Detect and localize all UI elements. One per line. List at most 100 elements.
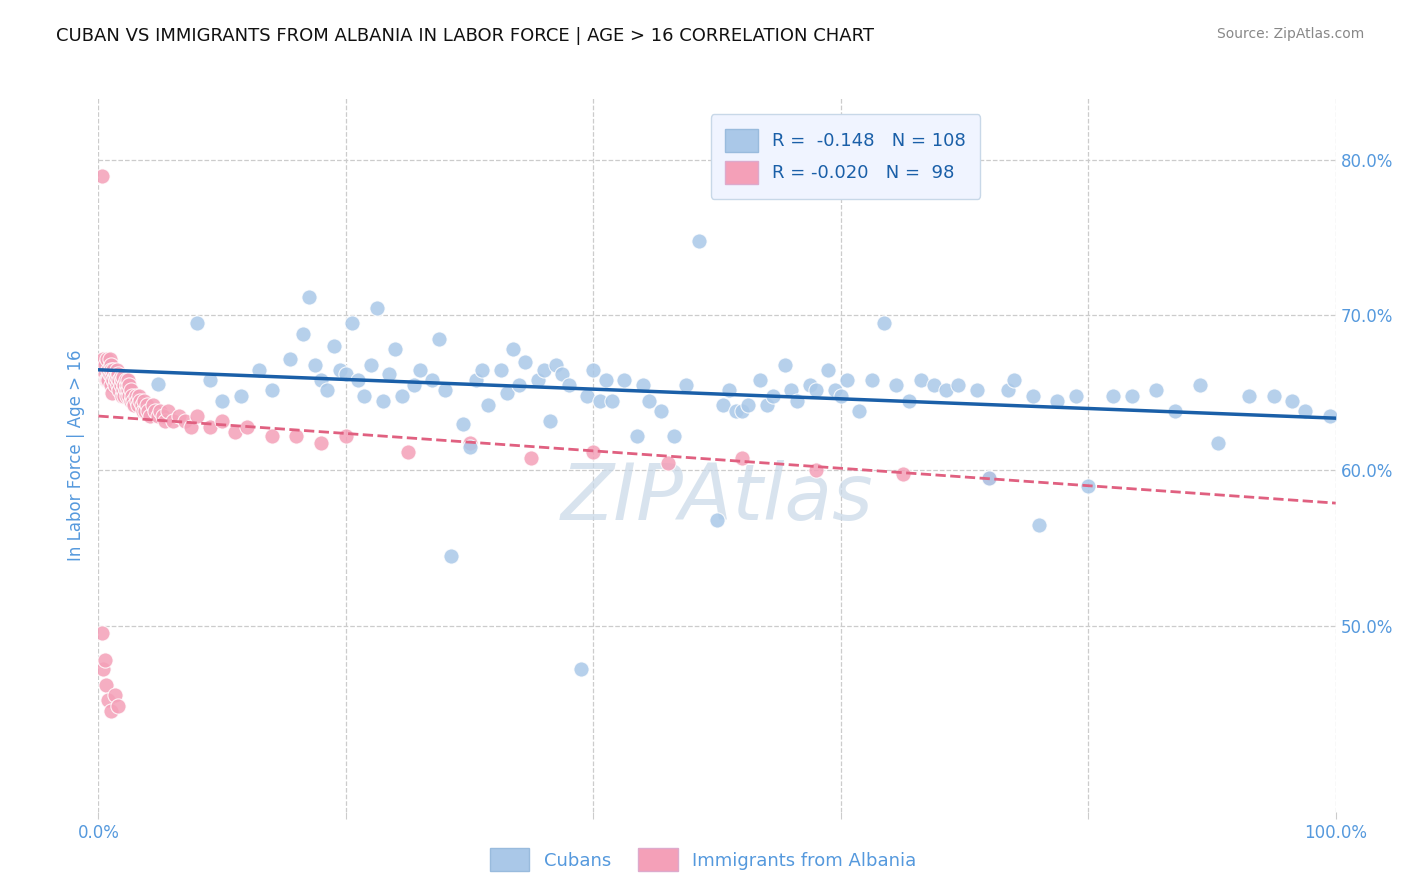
Point [131, 398, 153, 412]
Point [149, 404, 172, 418]
Point [110, 378, 132, 392]
Point [139, 409, 162, 424]
Point [93, 351, 115, 366]
Point [174, 414, 197, 428]
Point [582, 445, 605, 459]
Point [979, 471, 1001, 485]
Point [127, 398, 149, 412]
Legend: R =  -0.148   N = 108, R = -0.020   N =  98: R = -0.148 N = 108, R = -0.020 N = 98 [710, 114, 980, 199]
Point [104, 374, 127, 388]
Point [124, 398, 146, 412]
Point [422, 374, 444, 388]
Point [427, 332, 450, 346]
Point [515, 355, 537, 369]
Point [477, 398, 499, 412]
Point [1077, 479, 1099, 493]
Point [96, 374, 118, 388]
Point [538, 414, 561, 428]
Point [162, 414, 184, 428]
Point [156, 404, 179, 418]
Point [569, 662, 592, 676]
Point [1319, 409, 1341, 424]
Point [804, 463, 827, 477]
Point [595, 374, 617, 388]
Point [886, 378, 908, 392]
Point [329, 362, 352, 376]
Point [136, 404, 159, 418]
Point [97, 362, 120, 376]
Point [600, 393, 623, 408]
Point [94, 374, 117, 388]
Point [105, 362, 128, 376]
Point [121, 389, 143, 403]
Point [688, 234, 710, 248]
Point [114, 374, 136, 388]
Point [780, 383, 803, 397]
Point [897, 393, 920, 408]
Point [824, 383, 846, 397]
Point [316, 383, 339, 397]
Point [103, 370, 125, 384]
Point [335, 429, 357, 443]
Point [1021, 389, 1043, 403]
Point [118, 389, 141, 403]
Point [848, 404, 870, 418]
Point [118, 378, 141, 392]
Point [155, 414, 177, 428]
Point [98, 368, 121, 382]
Point [737, 398, 759, 412]
Point [371, 393, 394, 408]
Point [236, 420, 259, 434]
Point [115, 378, 138, 392]
Point [105, 370, 128, 384]
Point [378, 368, 401, 382]
Point [93, 358, 115, 372]
Point [749, 374, 772, 388]
Point [103, 374, 125, 388]
Point [508, 378, 530, 392]
Point [1028, 517, 1050, 532]
Point [93, 662, 115, 676]
Point [247, 362, 270, 376]
Point [804, 383, 827, 397]
Point [309, 435, 332, 450]
Point [731, 404, 754, 418]
Point [117, 374, 139, 388]
Point [97, 693, 120, 707]
Point [711, 398, 734, 412]
Point [391, 389, 413, 403]
Point [502, 343, 524, 357]
Point [146, 409, 169, 424]
Point [103, 689, 125, 703]
Point [340, 316, 363, 330]
Point [706, 513, 728, 527]
Point [396, 445, 419, 459]
Point [304, 358, 326, 372]
Point [96, 351, 118, 366]
Point [322, 339, 344, 353]
Point [211, 393, 233, 408]
Point [100, 704, 122, 718]
Point [453, 417, 475, 431]
Point [873, 316, 896, 330]
Point [142, 398, 165, 412]
Point [662, 429, 685, 443]
Point [588, 393, 610, 408]
Point [107, 378, 129, 392]
Point [966, 383, 988, 397]
Point [100, 358, 122, 372]
Point [135, 398, 157, 412]
Point [309, 374, 332, 388]
Point [108, 374, 131, 388]
Point [762, 389, 785, 403]
Point [495, 385, 517, 400]
Point [520, 450, 543, 465]
Point [551, 368, 574, 382]
Point [112, 389, 135, 403]
Point [122, 393, 145, 408]
Point [613, 374, 636, 388]
Point [103, 362, 125, 376]
Point [935, 383, 957, 397]
Point [786, 393, 808, 408]
Point [211, 414, 233, 428]
